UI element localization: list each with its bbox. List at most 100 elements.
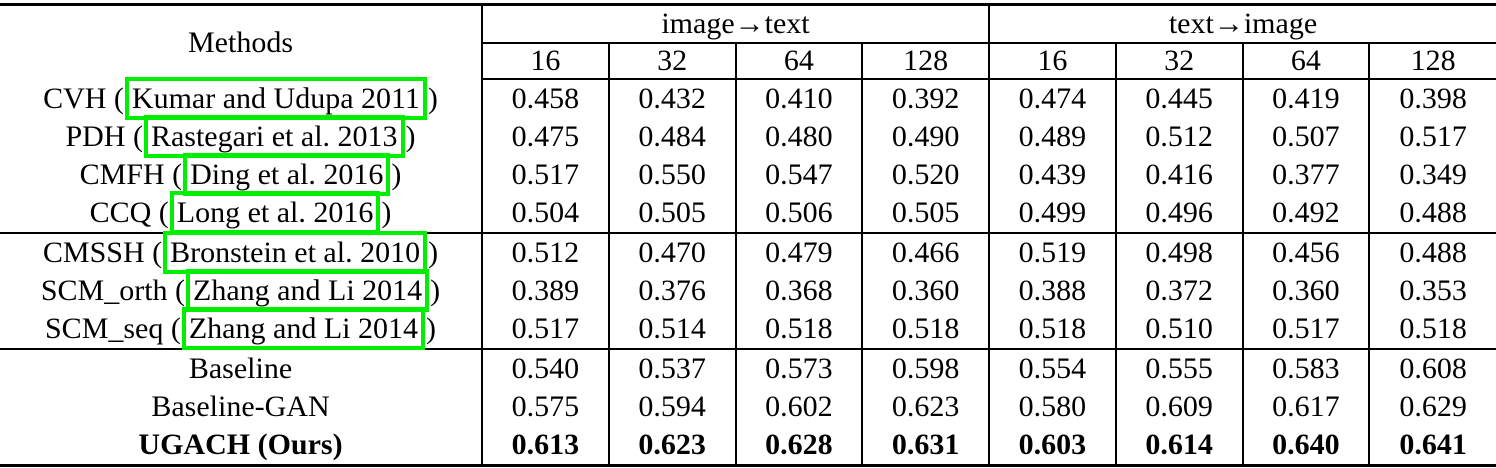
- value-cell: 0.416: [1114, 156, 1243, 194]
- value-cell: 0.474: [988, 79, 1116, 118]
- value-cell: 0.470: [607, 232, 736, 272]
- value-cell: 0.475: [481, 118, 609, 156]
- table-body: CVH (Kumar and Udupa 2011) 0.458 0.432 0.4…: [0, 76, 1496, 466]
- citation-annotation-box: Ding et al. 2016: [183, 153, 391, 196]
- table-row: SCM_orth (Zhang and Li 2014) 0.389 0.376 0…: [0, 269, 1496, 312]
- value-cell: 0.456: [1241, 232, 1370, 272]
- value-cell: 0.518: [988, 310, 1116, 349]
- value-cell: 0.594: [607, 388, 736, 426]
- method-cell: CCQ (Long et al. 2016): [0, 191, 483, 234]
- table-header: Methods image→text text→image 16 32 64 128 1…: [0, 4, 1496, 80]
- value-cell: 0.353: [1368, 272, 1496, 310]
- value-cell: 0.602: [734, 388, 863, 426]
- method-name: UGACH (Ours): [138, 428, 343, 461]
- method-cell: Baseline-GAN: [0, 388, 483, 426]
- method-name-suffix: ): [391, 158, 402, 191]
- bit-length-header: 128: [1368, 43, 1496, 80]
- bit-length-header: 16: [988, 43, 1116, 80]
- value-cell: 0.540: [481, 348, 609, 388]
- bit-length-header: 32: [607, 43, 736, 80]
- value-cell: 0.640: [1241, 426, 1370, 466]
- value-cell: 0.479: [734, 232, 863, 272]
- method-name: CMFH (: [79, 158, 183, 191]
- method-name: Baseline-GAN: [151, 390, 330, 423]
- citation-annotation-box: Bronstein et al. 2010: [163, 231, 428, 274]
- value-cell: 0.458: [481, 79, 609, 118]
- value-cell: 0.613: [481, 426, 609, 466]
- value-cell: 0.377: [1241, 156, 1370, 194]
- value-cell: 0.547: [734, 156, 863, 194]
- bit-length-header: 16: [481, 43, 609, 80]
- table-row: PDH (Rastegari et al. 2013) 0.475 0.484 0.…: [0, 115, 1496, 158]
- value-cell: 0.583: [1241, 348, 1370, 388]
- method-cell: CVH (Kumar and Udupa 2011): [0, 76, 483, 120]
- value-cell: 0.410: [734, 79, 863, 118]
- value-cell: 0.388: [988, 272, 1116, 310]
- method-cell: Baseline: [0, 348, 483, 388]
- citation-annotation-box: Kumar and Udupa 2011: [124, 76, 427, 120]
- value-cell: 0.398: [1368, 79, 1496, 118]
- value-cell: 0.466: [861, 232, 989, 272]
- value-cell: 0.504: [481, 194, 609, 233]
- value-cell: 0.498: [1114, 232, 1243, 272]
- method-cell: PDH (Rastegari et al. 2013): [0, 115, 483, 158]
- citation-annotation-box: Rastegari et al. 2013: [143, 115, 405, 158]
- value-cell: 0.392: [861, 79, 989, 118]
- method-name-suffix: ): [428, 236, 439, 269]
- value-cell: 0.445: [1114, 79, 1243, 118]
- value-cell: 0.617: [1241, 388, 1370, 426]
- value-cell: 0.488: [1368, 194, 1496, 233]
- value-cell: 0.510: [1114, 310, 1243, 349]
- table-row: Baseline 0.540 0.537 0.573 0.598 0.554 0.555 0…: [0, 348, 1496, 388]
- method-name: SCM_seq (: [45, 312, 181, 345]
- bit-length-header: 64: [1241, 43, 1370, 80]
- value-cell: 0.518: [734, 310, 863, 349]
- method-name: PDH (: [65, 120, 143, 153]
- method-name-suffix: ): [425, 312, 436, 345]
- method-name: CCQ (: [89, 196, 169, 229]
- value-cell: 0.614: [1114, 426, 1243, 466]
- value-cell: 0.517: [481, 310, 609, 349]
- value-cell: 0.368: [734, 272, 863, 310]
- value-cell: 0.517: [1368, 118, 1496, 156]
- value-cell: 0.631: [861, 426, 989, 466]
- bit-length-header: 64: [734, 43, 863, 80]
- value-cell: 0.488: [1368, 232, 1496, 272]
- value-cell: 0.573: [734, 348, 863, 388]
- value-cell: 0.623: [861, 388, 989, 426]
- value-cell: 0.623: [607, 426, 736, 466]
- value-cell: 0.349: [1368, 156, 1496, 194]
- table-row: SCM_seq (Zhang and Li 2014) 0.517 0.514 0.…: [0, 307, 1496, 350]
- value-cell: 0.518: [861, 310, 989, 349]
- value-cell: 0.499: [988, 194, 1116, 233]
- value-cell: 0.575: [481, 388, 609, 426]
- value-cell: 0.506: [734, 194, 863, 233]
- method-cell: SCM_orth (Zhang and Li 2014): [0, 269, 483, 312]
- method-name: Baseline: [188, 352, 293, 385]
- citation-annotation-box: Zhang and Li 2014: [181, 307, 425, 350]
- value-cell: 0.517: [1241, 310, 1370, 349]
- value-cell: 0.598: [861, 348, 989, 388]
- bit-length-header-row: 16 32 64 128 16 32 64 128: [0, 43, 1496, 80]
- table-row: CMFH (Ding et al. 2016) 0.517 0.550 0.547 0…: [0, 153, 1496, 196]
- method-name-suffix: ): [427, 81, 438, 115]
- value-cell: 0.505: [607, 194, 736, 233]
- value-cell: 0.518: [1368, 310, 1496, 349]
- value-cell: 0.505: [861, 194, 989, 233]
- value-cell: 0.603: [988, 426, 1116, 466]
- value-cell: 0.480: [734, 118, 863, 156]
- image-to-text-group-header: image→text: [481, 4, 989, 44]
- method-name: CMSSH (: [42, 236, 163, 269]
- value-cell: 0.554: [988, 348, 1116, 388]
- value-cell: 0.489: [988, 118, 1116, 156]
- value-cell: 0.519: [988, 232, 1116, 272]
- method-cell: CMSSH (Bronstein et al. 2010): [0, 231, 483, 274]
- value-cell: 0.550: [607, 156, 736, 194]
- results-table: Methods image→text text→image 16 32 64 128 1…: [0, 3, 1496, 467]
- table-row: UGACH (Ours) 0.613 0.623 0.628 0.631 0.603 0.…: [0, 426, 1496, 466]
- value-cell: 0.507: [1241, 118, 1370, 156]
- value-cell: 0.490: [861, 118, 989, 156]
- method-cell: CMFH (Ding et al. 2016): [0, 153, 483, 196]
- value-cell: 0.439: [988, 156, 1116, 194]
- method-name: CVH (: [43, 81, 124, 115]
